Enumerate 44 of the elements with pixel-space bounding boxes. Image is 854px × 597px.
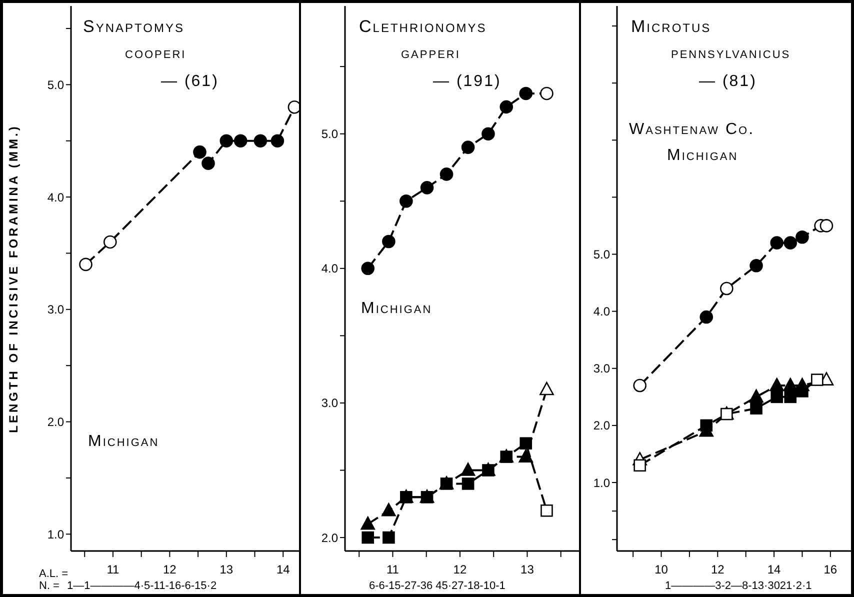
y-tick-label: 4.0 xyxy=(321,262,338,276)
annotation: — (61) xyxy=(161,73,219,91)
x-tick-label: 13 xyxy=(520,562,534,577)
y-tick-label: 5.0 xyxy=(321,127,338,142)
y-tick-label: 1.0 xyxy=(593,476,610,490)
y-tick-label: 3.0 xyxy=(47,302,64,317)
text: Clethrionomys xyxy=(359,17,487,37)
x-tick-label: 11 xyxy=(386,562,400,577)
annotation: Michigan xyxy=(667,147,738,165)
text: 1—1————4·5-11-16-6-15·2 xyxy=(67,580,217,592)
x-axis-title: A.L. = xyxy=(39,568,68,580)
y-tick-label: 2.0 xyxy=(321,530,338,545)
y-axis-title: LENGTH OF INCISIVE FORAMINA (MM.) xyxy=(6,124,20,433)
y-tick-label: 2.0 xyxy=(593,418,610,433)
x-tick-label: 16 xyxy=(824,562,838,577)
x-tick-label: 13 xyxy=(220,562,234,577)
y-tick-label: 4.0 xyxy=(47,190,64,204)
y-tick-label: 4.0 xyxy=(593,304,610,319)
x-tick-label: 11 xyxy=(106,562,120,577)
x-tick-label: 12 xyxy=(453,562,467,577)
x-tick-label: 12 xyxy=(710,562,725,577)
annotation: — (191) xyxy=(433,73,502,91)
annotation: Michigan xyxy=(88,433,160,451)
annotation: — (81) xyxy=(699,73,757,91)
y-tick-label: 5.0 xyxy=(593,248,610,262)
text: 1————3-2—8-13·3021·2·1 xyxy=(665,580,812,592)
text: N. = xyxy=(39,580,60,592)
text: gapperi xyxy=(401,45,460,62)
text: pennsylvanicus xyxy=(671,45,791,62)
y-tick-label: 5.0 xyxy=(47,78,64,92)
text: 6-6-15-27-36 45·27-18-10-1 xyxy=(369,580,506,592)
annotation: Michigan xyxy=(361,300,432,318)
y-tick-label: 2.0 xyxy=(47,415,64,430)
text: cooperi xyxy=(125,45,186,62)
text: Synaptomys xyxy=(83,17,184,37)
x-tick-label: 12 xyxy=(163,562,177,577)
text: Microtus xyxy=(631,17,712,37)
x-tick-label: 10 xyxy=(654,562,668,577)
annotation: Washtenaw Co. xyxy=(629,121,755,139)
y-tick-label: 3.0 xyxy=(593,362,610,376)
y-tick-label: 3.0 xyxy=(321,396,338,410)
y-tick-label: 1.0 xyxy=(47,527,64,542)
x-tick-label: 14 xyxy=(767,562,782,577)
x-tick-label: 14 xyxy=(276,562,290,577)
